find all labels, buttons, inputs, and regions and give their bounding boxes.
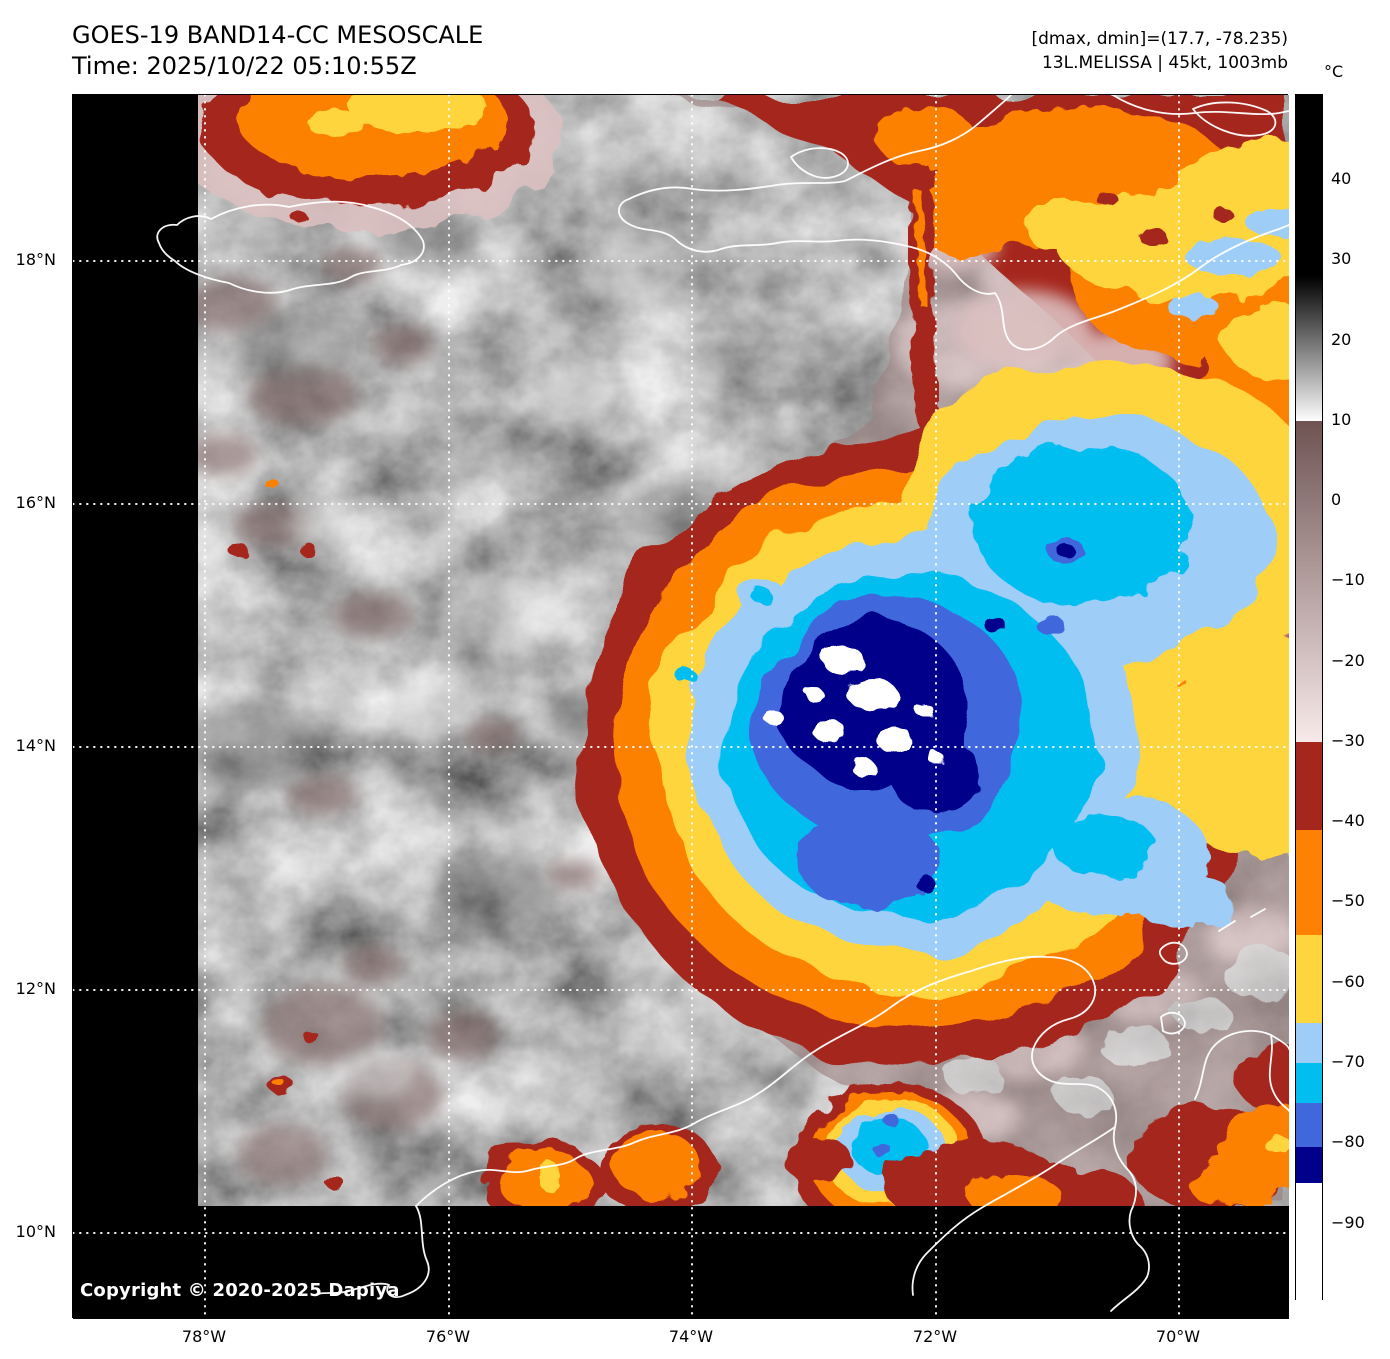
colorbar-segment	[1296, 741, 1322, 832]
dmax-dmin-readout: [dmax, dmin]=(17.7, -78.235)	[1031, 29, 1288, 49]
lat-tick-label: 10°N	[15, 1222, 56, 1241]
colorbar-segment	[1296, 276, 1322, 422]
colorbar-tick-label: −50	[1331, 891, 1365, 911]
colorbar-segment	[1296, 830, 1322, 936]
coastline-south-america	[415, 955, 1150, 1312]
colorbar-segment	[1296, 420, 1322, 744]
page-title: GOES-19 BAND14-CC MESOSCALE	[72, 21, 484, 49]
colorbar-tick-label: −40	[1331, 811, 1365, 831]
colorbar-tick-label: 0	[1331, 490, 1342, 510]
colorbar-tick-label: 20	[1331, 329, 1352, 349]
colorbar-tick-label: −10	[1331, 570, 1365, 590]
colorbar-tick-label: −60	[1331, 971, 1365, 991]
colorbar-segment	[1296, 934, 1322, 1025]
lat-tick-label: 16°N	[15, 493, 56, 512]
lat-tick-label: 12°N	[15, 979, 56, 998]
convection-top-right	[713, 95, 1289, 575]
info-block: [dmax, dmin]=(17.7, -78.235) 13L.MELISSA…	[1031, 27, 1288, 75]
colorbar-tick-label: −90	[1331, 1212, 1365, 1232]
colorbar-segment	[1296, 1147, 1322, 1185]
lon-tick-label: 78°W	[181, 1327, 227, 1346]
coastline-gonave-island	[790, 147, 849, 179]
coastline-hispaniola-north	[1112, 95, 1289, 116]
satellite-map-svg	[73, 95, 1289, 1319]
coastline-hispaniola-south	[618, 198, 1289, 351]
colorbar-tick-label: −20	[1331, 650, 1365, 670]
coastline-colombia-west	[314, 1205, 430, 1298]
colorbar-tick-label: −70	[1331, 1052, 1365, 1072]
lon-tick-label: 72°W	[912, 1327, 958, 1346]
convection-top-left	[198, 95, 563, 232]
storm-info: 13L.MELISSA | 45kt, 1003mb	[1041, 53, 1288, 73]
coastlines-layer	[156, 95, 1289, 1312]
colorbar-tick-label: −30	[1331, 730, 1365, 750]
copyright-watermark: Copyright © 2020-2025 Dapiya	[80, 1280, 400, 1301]
lon-tick-label: 74°W	[668, 1327, 714, 1346]
colorbar-segment	[1296, 1183, 1322, 1300]
lon-tick-label: 76°W	[425, 1327, 471, 1346]
latitude-axis-labels: 18°N 16°N 14°N 12°N 10°N	[0, 0, 64, 1359]
colorbar-tick-label: 30	[1331, 249, 1352, 269]
lat-tick-label: 14°N	[15, 736, 56, 755]
coastline-curacao	[1158, 941, 1188, 965]
colorbar-unit-label: °C	[1324, 62, 1344, 81]
coastline-guajira-islet	[1160, 1011, 1186, 1035]
coastline-paraguana-2	[1268, 1034, 1289, 1112]
timestamp: Time: 2025/10/22 05:10:55Z	[72, 52, 417, 80]
colorbar-segment	[1296, 1022, 1322, 1065]
hurricane-melissa-shield	[580, 357, 1289, 1068]
colorbar-tick-label: 10	[1331, 409, 1352, 429]
temperature-colorbar	[1295, 94, 1323, 1300]
lon-tick-label: 70°W	[1155, 1327, 1201, 1346]
colorbar-tick-label: −80	[1331, 1132, 1365, 1152]
satellite-imagery-layer	[198, 95, 1289, 1206]
coastline-jamaica	[156, 200, 425, 294]
colorbar-tick-labels: 40 30 20 10 0 −10 −20 −30 −40 −50 −60 −70 −80 −90	[1331, 94, 1387, 1300]
satellite-map-image	[72, 94, 1289, 1319]
colorbar-segment	[1296, 1063, 1322, 1105]
coastline-aruba	[1218, 908, 1266, 932]
colorbar-segment	[1296, 1103, 1322, 1149]
colorbar-tick-label: 40	[1331, 169, 1352, 189]
coastline-maracaibo-west	[911, 1126, 1116, 1296]
coastline-paraguana-1	[1194, 1030, 1289, 1100]
title-block: GOES-19 BAND14-CC MESOSCALE Time: 2025/1…	[72, 20, 483, 82]
colorbar-segment	[1296, 95, 1322, 278]
coastline-samana-bay	[1192, 101, 1277, 137]
gridlines-layer	[73, 95, 1289, 1319]
overshooting-tops	[763, 646, 943, 776]
longitude-axis-labels: 78°W 76°W 74°W 72°W 70°W	[0, 1326, 1390, 1350]
coastline-haiti-north	[628, 95, 1012, 200]
lat-tick-label: 18°N	[15, 250, 56, 269]
cold-pixel-specks	[228, 480, 344, 1190]
